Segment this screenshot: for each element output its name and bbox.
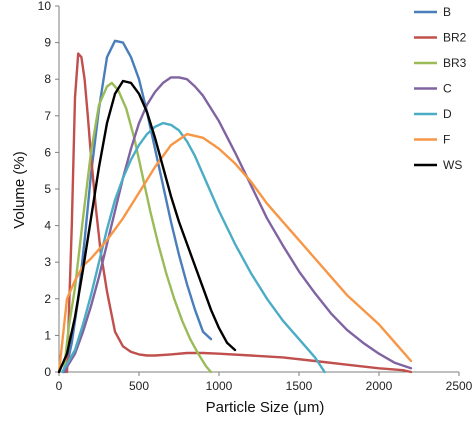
- y-tick-label: 3: [44, 255, 51, 269]
- y-tick-label: 8: [44, 72, 51, 86]
- series-line-d: [61, 121, 326, 374]
- series-line-ws: [57, 79, 237, 374]
- legend-label-br2: BR2: [443, 31, 467, 45]
- x-tick-label: 0: [56, 379, 63, 393]
- series-line-f: [57, 132, 413, 374]
- legend-label-ws: WS: [443, 158, 462, 172]
- legend-label-b: B: [443, 5, 451, 19]
- legend-label-br3: BR3: [443, 56, 467, 70]
- x-tick-label: 500: [129, 379, 149, 393]
- y-tick-label: 4: [44, 219, 51, 233]
- y-tick-label: 0: [44, 365, 51, 379]
- series-line-c: [62, 76, 413, 374]
- x-tick-label: 2000: [366, 379, 393, 393]
- legend-label-f: F: [443, 133, 450, 147]
- legend-label-c: C: [443, 82, 452, 96]
- series-lines: [57, 39, 413, 374]
- x-tick-label: 1500: [286, 379, 313, 393]
- x-axis-title: Particle Size (μm): [206, 399, 325, 416]
- series-line-b: [64, 39, 213, 374]
- y-axis-title: Volume (%): [11, 151, 28, 229]
- y-tick-label: 9: [44, 36, 51, 50]
- y-tick-label: 1: [44, 328, 51, 342]
- legend: B BR2 BR3 CDF WS: [414, 5, 467, 172]
- legend-label-d: D: [443, 107, 452, 121]
- y-tick-label: 5: [44, 182, 51, 196]
- series-line-br2: [65, 52, 413, 374]
- x-tick-label: 1000: [206, 379, 233, 393]
- x-tick-label: 2500: [446, 379, 473, 393]
- y-tick-label: 6: [44, 145, 51, 159]
- ticks: 0 1 2 3 4 5 6 7 8 9 10 0 500 1000 1500 2000 2500: [38, 0, 473, 393]
- y-tick-label: 10: [38, 0, 52, 13]
- y-tick-label: 2: [44, 292, 51, 306]
- y-tick-label: 7: [44, 109, 51, 123]
